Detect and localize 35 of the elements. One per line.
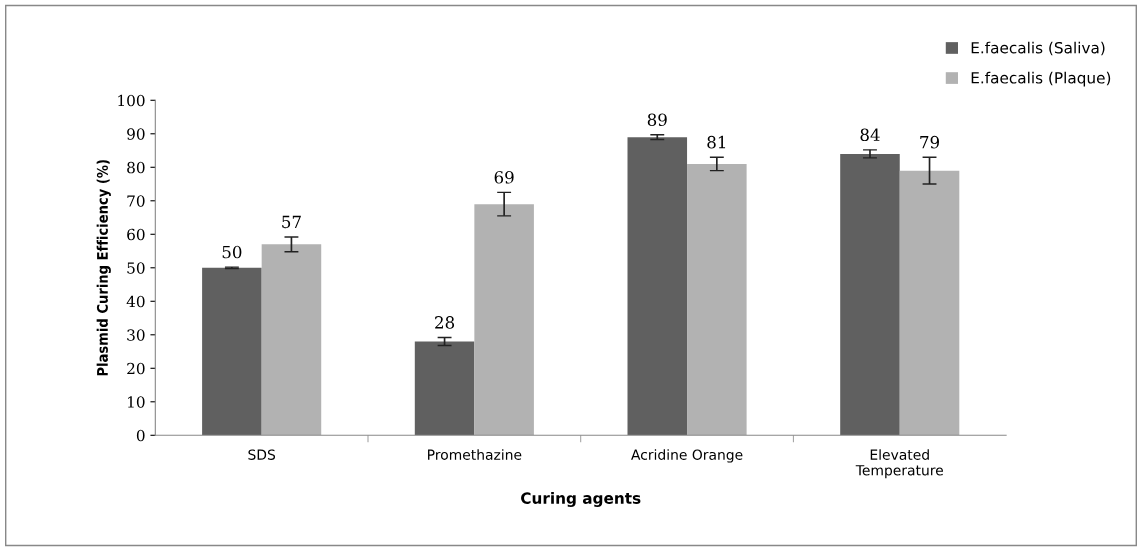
y-tick-label: 60 — [127, 228, 145, 241]
bar — [261, 244, 322, 436]
y-tick-label: 30 — [127, 329, 145, 341]
bar — [627, 137, 688, 436]
bar — [474, 204, 534, 436]
data-label: 69 — [494, 171, 514, 184]
y-tick-label: 50 — [127, 262, 145, 274]
y-tick-label: 90 — [127, 128, 145, 140]
bar — [202, 267, 262, 436]
data-label: 79 — [920, 135, 940, 149]
y-tick-label: 80 — [127, 161, 145, 174]
y-axis-title: Plasmid Curing Efficiency (%) — [96, 160, 111, 376]
y-tick-label: 40 — [126, 295, 145, 308]
data-label: 28 — [435, 316, 455, 329]
y-tick-label: 0 — [136, 429, 145, 442]
data-label: 89 — [647, 113, 667, 126]
data-label: 57 — [282, 215, 301, 229]
x-axis-title: Curing agents — [521, 492, 641, 507]
legend-label: E.faecalis (Plaque) — [971, 71, 1111, 87]
y-tick-label: 20 — [127, 362, 145, 375]
data-label: 84 — [860, 128, 880, 142]
x-tick-label: Elevated Temperature — [855, 449, 943, 479]
data-label: 81 — [707, 135, 726, 149]
bar — [414, 341, 475, 436]
bar — [840, 153, 900, 436]
x-tick-label: SDS — [248, 449, 276, 460]
y-tick-label: 100 — [118, 94, 145, 107]
bar — [899, 170, 960, 436]
bar — [687, 163, 747, 436]
legend-label: E.faecalis (Saliva) — [971, 41, 1105, 56]
x-tick-label: Acridine Orange — [631, 449, 743, 463]
y-tick-label: 10 — [128, 396, 145, 408]
y-tick-label: 70 — [127, 195, 145, 207]
x-tick-label: Promethazine — [428, 449, 522, 460]
data-label: 50 — [222, 245, 242, 259]
